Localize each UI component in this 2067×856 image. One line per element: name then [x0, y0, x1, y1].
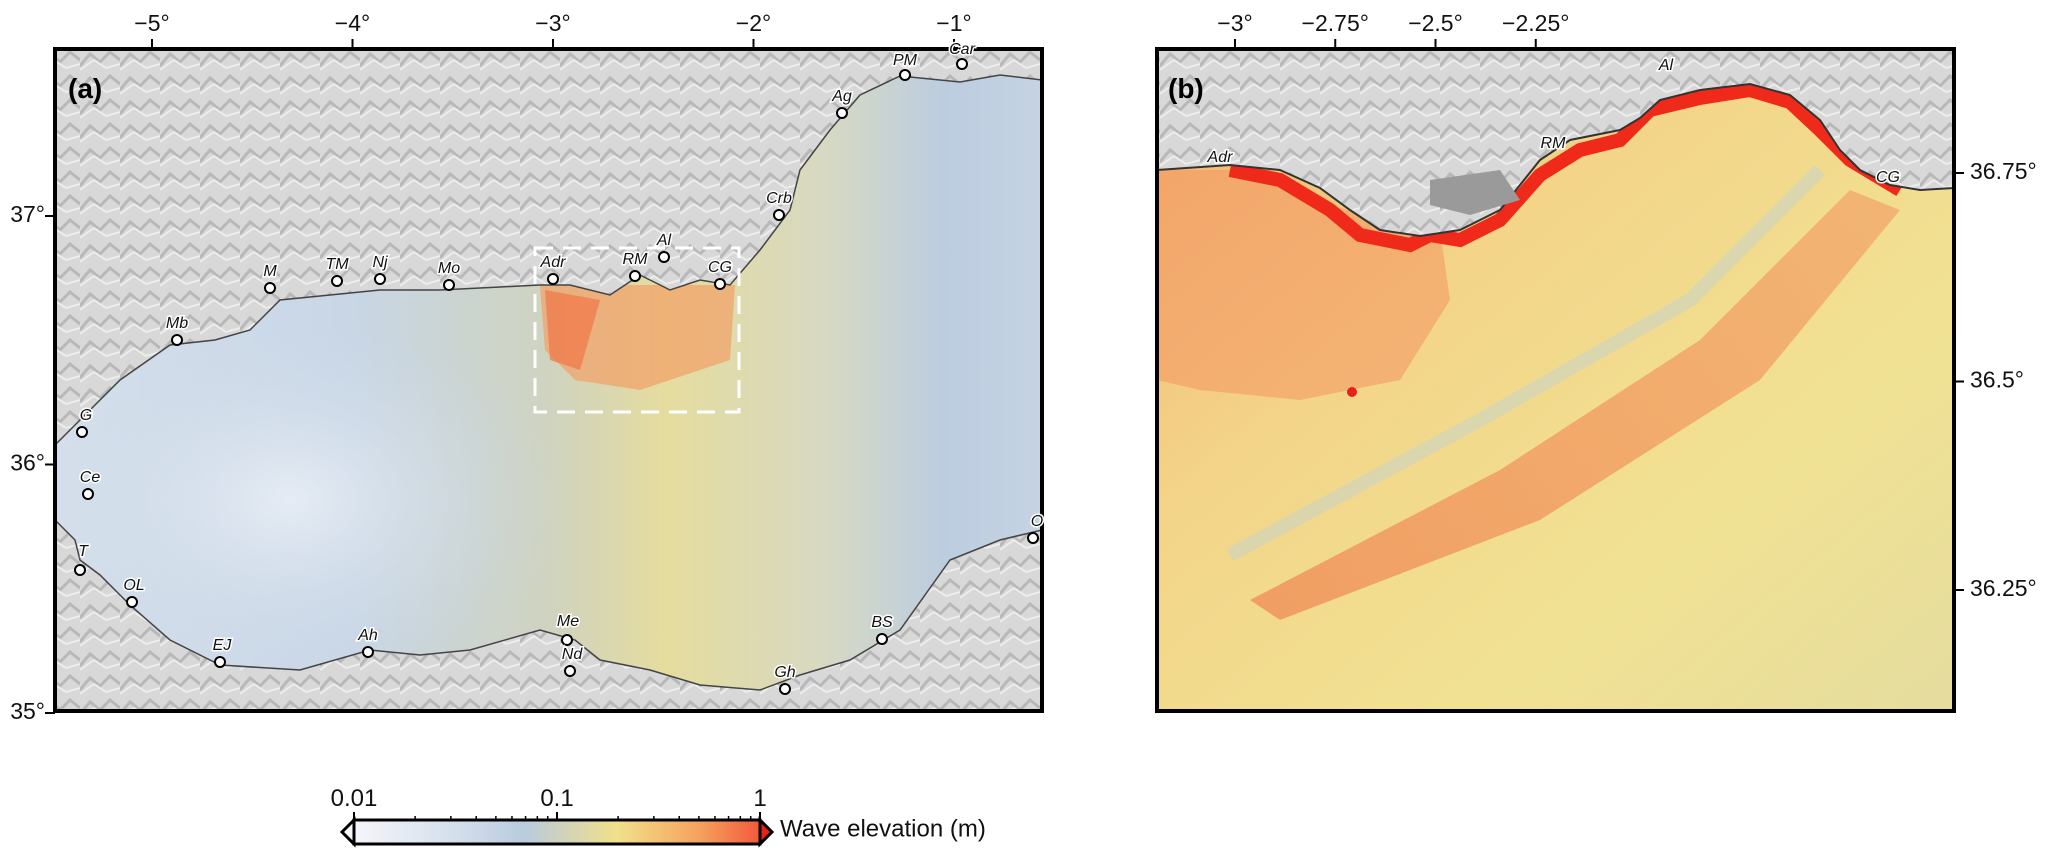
panel-b-frame: [1155, 47, 1956, 713]
alboran-west-low: [55, 310, 560, 690]
lat-tick-label: 36.25°: [1970, 575, 2037, 601]
lon-tick-label: −2.25°: [1502, 10, 1569, 36]
inset-box: [533, 246, 741, 414]
place-marker: [331, 275, 343, 287]
africa-land: [55, 518, 1042, 711]
lat-tick-label: 35°: [10, 698, 45, 724]
place-label: T: [78, 543, 89, 560]
place-label: BS: [871, 614, 893, 631]
wave-front-band: [1250, 190, 1900, 620]
colorbar-overflow-triangle: [758, 816, 775, 848]
place-label: Nj: [372, 254, 388, 271]
coastal-extreme-band: [1228, 82, 1904, 253]
place-label: CG: [708, 259, 732, 276]
place-marker: [773, 209, 785, 221]
place-label: O: [1031, 513, 1043, 530]
place-label: EJ: [213, 637, 233, 654]
place-label: RM: [1541, 135, 1567, 152]
panel-a: [55, 49, 1042, 711]
place-label: M: [263, 263, 277, 280]
place-marker: [82, 488, 94, 500]
land-b: [1157, 49, 1954, 238]
colorbar-tick-label: 1: [753, 785, 766, 812]
lon-tick-label: −3°: [1217, 10, 1252, 36]
lat-tick-label: 36°: [10, 450, 45, 476]
place-label: Car: [949, 41, 975, 58]
place-marker: [443, 279, 455, 291]
place-label: Nd: [562, 646, 584, 663]
place-label: CG: [1876, 169, 1900, 186]
lon-tick-label: −1°: [936, 10, 971, 36]
colorbar-title: Wave elevation (m): [780, 815, 986, 842]
place-marker: [561, 634, 573, 646]
place-marker: [374, 273, 386, 285]
shadow-line: [1226, 165, 1825, 562]
colorbar-tick-label: 0.01: [331, 785, 378, 812]
place-label: Ce: [80, 469, 101, 486]
place-label: Gh: [774, 664, 795, 681]
place-label: RM: [623, 251, 649, 268]
lon-tick-label: −2.75°: [1302, 10, 1369, 36]
hot-spot: [1347, 387, 1357, 397]
place-label: Adr: [540, 254, 567, 271]
lat-tick-label: 37°: [10, 201, 45, 227]
place-label: OL: [123, 577, 144, 594]
greenhouse-area: [1430, 170, 1520, 215]
place-label: Mo: [438, 260, 460, 277]
place-marker: [658, 251, 670, 263]
lon-tick-label: −3°: [535, 10, 570, 36]
lat-tick-label: 36.5°: [1970, 367, 2024, 393]
lat-tick-label: 36.75°: [1970, 158, 2037, 184]
place-marker: [362, 646, 374, 658]
place-marker: [76, 426, 88, 438]
place-marker: [779, 683, 791, 695]
place-marker: [264, 282, 276, 294]
panel-b-annotations: −3° −2.75° −2.5° −2.25° 36.75° 36.5° 36.25° (b)…: [1168, 10, 2037, 601]
place-label: Me: [557, 613, 579, 630]
panel-b: [1157, 49, 1954, 711]
place-marker: [171, 334, 183, 346]
place-label: G: [80, 407, 92, 424]
colorbar: 0.01 0.1 1 Wave elevation (m): [331, 785, 986, 848]
place-marker: [547, 273, 559, 285]
place-marker: [74, 564, 86, 576]
colorbar-tick-label: 0.1: [540, 785, 573, 812]
place-marker: [876, 633, 888, 645]
place-marker: [714, 278, 726, 290]
lon-tick-label: −2°: [736, 10, 771, 36]
place-marker: [899, 69, 911, 81]
place-label: Crb: [766, 190, 792, 207]
place-label: PM: [893, 52, 918, 69]
colorbar-ticks: 0.01 0.1 1: [331, 785, 767, 820]
place-label: Adr: [1207, 149, 1234, 166]
colorbar-bar: [352, 818, 762, 846]
lon-tick-label: −2.5°: [1408, 10, 1463, 36]
place-marker: [214, 656, 226, 668]
place-marker: [629, 270, 641, 282]
place-marker: [836, 107, 848, 119]
panel-b-label: (b): [1168, 73, 1204, 104]
place-marker: [126, 596, 138, 608]
place-marker: [564, 665, 576, 677]
place-label: TM: [325, 256, 349, 273]
place-label: Al: [1658, 57, 1674, 74]
place-marker: [956, 58, 968, 70]
colorbar-underflow-triangle: [339, 816, 356, 848]
place-label: Mb: [166, 315, 188, 332]
panel-a-label: (a): [68, 73, 102, 104]
place-marker: [1027, 532, 1039, 544]
lon-tick-label: −4°: [335, 10, 370, 36]
panel-a-frame: [53, 47, 1044, 713]
place-label: Ag: [831, 88, 852, 105]
place-label: Ah: [357, 627, 378, 644]
source-wave-core: [545, 290, 600, 370]
lon-tick-label: −5°: [134, 10, 169, 36]
place-label: Al: [656, 232, 672, 249]
